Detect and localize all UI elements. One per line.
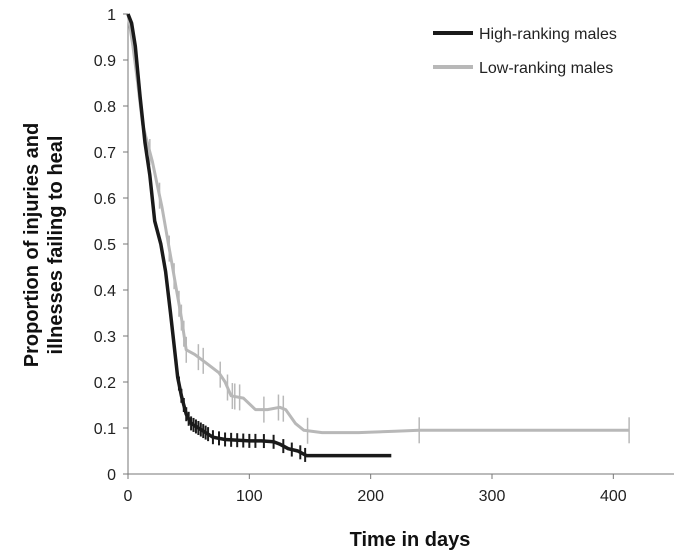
y-tick-label: 0.9 xyxy=(94,53,116,70)
x-tick-label: 200 xyxy=(357,488,384,505)
series-low-ranking-males xyxy=(126,13,630,444)
x-tick-label: 400 xyxy=(600,488,627,505)
series-high-ranking-males xyxy=(126,13,392,462)
y-axis-title-line-1: Proportion of injuries and xyxy=(21,123,43,367)
y-tick-label: 0.4 xyxy=(94,283,116,300)
y-tick-label: 0.7 xyxy=(94,145,116,162)
y-axis-ticks: 0 0.1 0.2 0.3 0.4 0.5 0.6 0.7 0.8 0.9 1 xyxy=(94,7,128,484)
series-group xyxy=(126,13,630,462)
y-axis-title: Proportion of injuries and illnesses fai… xyxy=(21,123,67,367)
y-tick-label: 0.6 xyxy=(94,191,116,208)
y-tick-label: 0.3 xyxy=(94,329,116,346)
y-tick-label: 1 xyxy=(107,7,116,24)
series-line-low-ranking-males xyxy=(126,13,630,435)
legend: High-ranking males Low-ranking males xyxy=(433,26,617,77)
y-tick-label: 0.2 xyxy=(94,375,116,392)
y-axis-title-line-2: illnesses failing to heal xyxy=(45,136,67,355)
y-tick-label: 0.5 xyxy=(94,237,116,254)
y-tick-label: 0.8 xyxy=(94,99,116,116)
x-tick-label: 0 xyxy=(124,488,133,505)
x-tick-label: 300 xyxy=(479,488,506,505)
legend-label-low-ranking: Low-ranking males xyxy=(479,60,613,77)
y-tick-label: 0.1 xyxy=(94,421,116,438)
y-tick-label: 0 xyxy=(107,467,116,484)
x-axis-ticks: 0 100 200 300 400 xyxy=(124,474,627,505)
x-tick-label: 100 xyxy=(236,488,263,505)
x-axis-title: Time in days xyxy=(350,529,471,551)
legend-label-high-ranking: High-ranking males xyxy=(479,26,617,43)
